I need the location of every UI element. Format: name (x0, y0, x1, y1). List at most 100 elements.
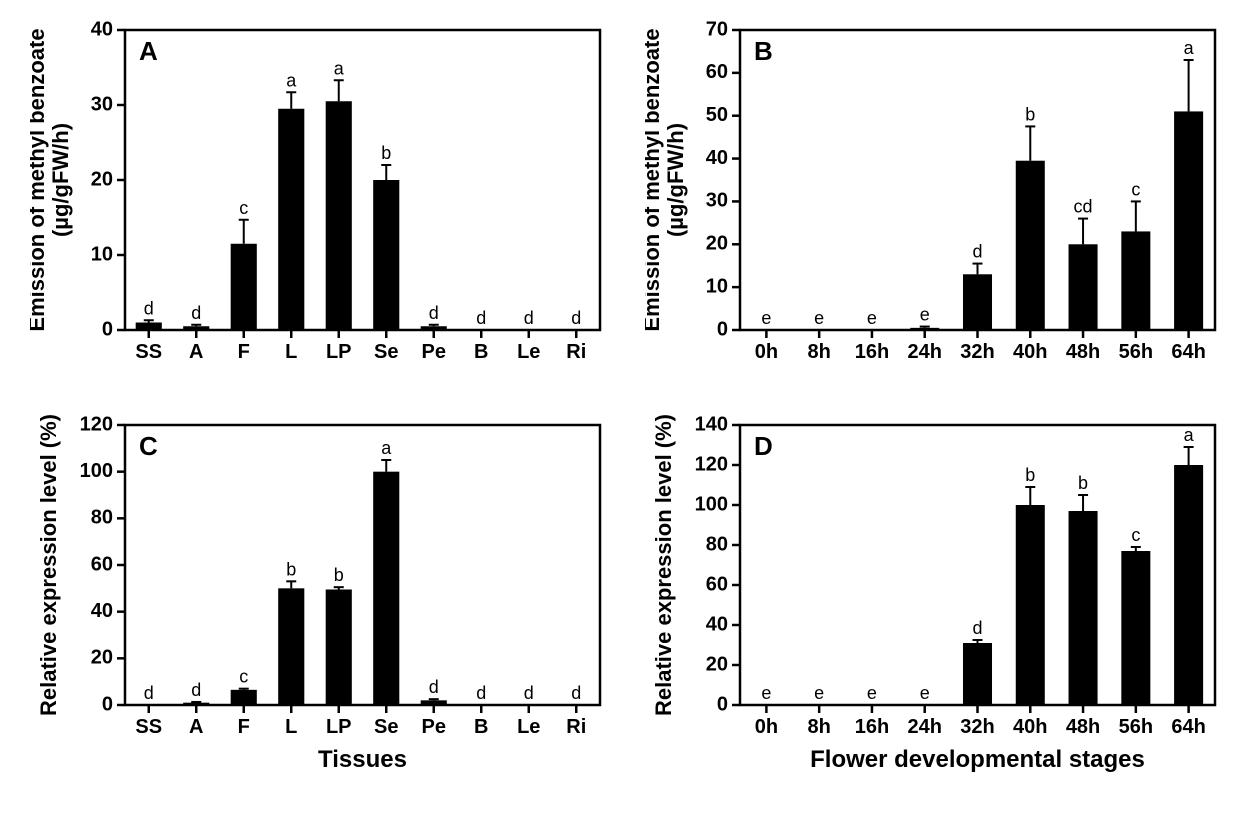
svg-text:d: d (429, 303, 439, 323)
svg-text:8h: 8h (807, 716, 830, 738)
svg-text:A: A (189, 716, 203, 738)
svg-text:L: L (285, 716, 297, 738)
svg-text:b: b (334, 565, 344, 585)
svg-text:c: c (239, 667, 248, 687)
svg-text:40: 40 (706, 147, 728, 169)
svg-text:e: e (761, 683, 771, 703)
svg-text:(µg/gFW/h): (µg/gFW/h) (48, 123, 73, 237)
svg-text:e: e (867, 683, 877, 703)
svg-text:Pe: Pe (422, 341, 446, 363)
svg-text:Pe: Pe (422, 716, 446, 738)
svg-text:C: C (139, 431, 158, 461)
svg-text:c: c (1131, 525, 1140, 545)
svg-text:B: B (754, 36, 773, 66)
svg-text:d: d (524, 683, 534, 703)
svg-text:Relative expression level (%): Relative expression level (%) (36, 414, 61, 716)
svg-text:64h: 64h (1171, 341, 1205, 363)
svg-text:d: d (476, 683, 486, 703)
svg-text:64h: 64h (1171, 716, 1205, 738)
svg-text:50: 50 (706, 104, 728, 126)
svg-text:8h: 8h (807, 341, 830, 363)
svg-text:0h: 0h (755, 716, 778, 738)
svg-text:b: b (381, 143, 391, 163)
svg-text:d: d (476, 308, 486, 328)
svg-text:Emission of methyl benzoate: Emission of methyl benzoate (30, 28, 49, 331)
svg-text:a: a (286, 70, 297, 90)
svg-text:100: 100 (695, 493, 728, 515)
svg-text:0: 0 (717, 693, 728, 715)
svg-text:56h: 56h (1119, 341, 1153, 363)
svg-text:b: b (1025, 465, 1035, 485)
svg-text:10: 10 (706, 275, 728, 297)
svg-text:20: 20 (91, 647, 113, 669)
svg-text:e: e (920, 683, 930, 703)
svg-text:Flower developmental stages: Flower developmental stages (810, 746, 1145, 773)
svg-text:56h: 56h (1119, 716, 1153, 738)
svg-text:40: 40 (706, 613, 728, 635)
svg-text:32h: 32h (960, 716, 994, 738)
svg-text:10: 10 (91, 243, 113, 265)
svg-text:30: 30 (706, 190, 728, 212)
svg-text:Le: Le (517, 341, 540, 363)
svg-text:60: 60 (706, 573, 728, 595)
svg-text:d: d (571, 308, 581, 328)
svg-text:Se: Se (374, 716, 398, 738)
svg-text:Relative expression level (%): Relative expression level (%) (651, 414, 676, 716)
svg-text:d: d (524, 308, 534, 328)
svg-text:a: a (334, 58, 345, 78)
svg-text:SS: SS (135, 341, 162, 363)
svg-text:D: D (754, 431, 773, 461)
svg-text:40: 40 (91, 18, 113, 40)
svg-text:0: 0 (102, 693, 113, 715)
svg-text:30: 30 (91, 93, 113, 115)
svg-text:Le: Le (517, 716, 540, 738)
svg-text:16h: 16h (855, 341, 889, 363)
svg-text:Emission of methyl benzoate: Emission of methyl benzoate (645, 28, 664, 331)
svg-text:B: B (474, 716, 488, 738)
svg-text:F: F (238, 341, 250, 363)
svg-text:32h: 32h (960, 341, 994, 363)
svg-text:d: d (429, 677, 439, 697)
svg-text:d: d (972, 242, 982, 262)
figure-four-panel: 010203040SSdAdFcLaLPaSebPedBdLedRidAEmis… (0, 0, 1240, 825)
svg-text:48h: 48h (1066, 716, 1100, 738)
svg-text:80: 80 (91, 507, 113, 529)
svg-text:e: e (867, 308, 877, 328)
svg-text:e: e (761, 308, 771, 328)
panel-b: 0102030405060700he8he16he24he32hd40hb48h… (645, 10, 1225, 390)
svg-text:d: d (144, 298, 154, 318)
panel-c: 020406080100120SSdAdFcLbLPbSeaPedBdLedRi… (30, 405, 610, 800)
svg-text:d: d (571, 683, 581, 703)
svg-text:Ri: Ri (566, 716, 586, 738)
svg-text:a: a (1184, 38, 1195, 58)
svg-text:0: 0 (717, 318, 728, 340)
svg-text:e: e (814, 683, 824, 703)
svg-text:(µg/gFW/h): (µg/gFW/h) (663, 123, 688, 237)
svg-text:cd: cd (1074, 197, 1093, 217)
svg-text:d: d (191, 303, 201, 323)
svg-text:60: 60 (91, 553, 113, 575)
svg-text:48h: 48h (1066, 341, 1100, 363)
panel-a: 010203040SSdAdFcLaLPaSebPedBdLedRidAEmis… (30, 10, 610, 390)
svg-text:20: 20 (706, 653, 728, 675)
svg-text:A: A (189, 341, 203, 363)
svg-text:a: a (1184, 425, 1195, 445)
svg-text:40h: 40h (1013, 716, 1047, 738)
svg-text:LP: LP (326, 716, 352, 738)
svg-text:0: 0 (102, 318, 113, 340)
svg-text:b: b (1078, 473, 1088, 493)
svg-text:L: L (285, 341, 297, 363)
svg-text:120: 120 (80, 413, 113, 435)
panel-d: 0204060801001201400he8he16he24he32hd40hb… (645, 405, 1225, 800)
svg-text:80: 80 (706, 533, 728, 555)
svg-text:B: B (474, 341, 488, 363)
svg-text:0h: 0h (755, 341, 778, 363)
svg-text:20: 20 (91, 168, 113, 190)
svg-text:24h: 24h (907, 716, 941, 738)
svg-text:c: c (239, 198, 248, 218)
svg-text:60: 60 (706, 61, 728, 83)
svg-text:d: d (144, 683, 154, 703)
svg-text:16h: 16h (855, 716, 889, 738)
svg-text:40: 40 (91, 600, 113, 622)
svg-text:LP: LP (326, 341, 352, 363)
